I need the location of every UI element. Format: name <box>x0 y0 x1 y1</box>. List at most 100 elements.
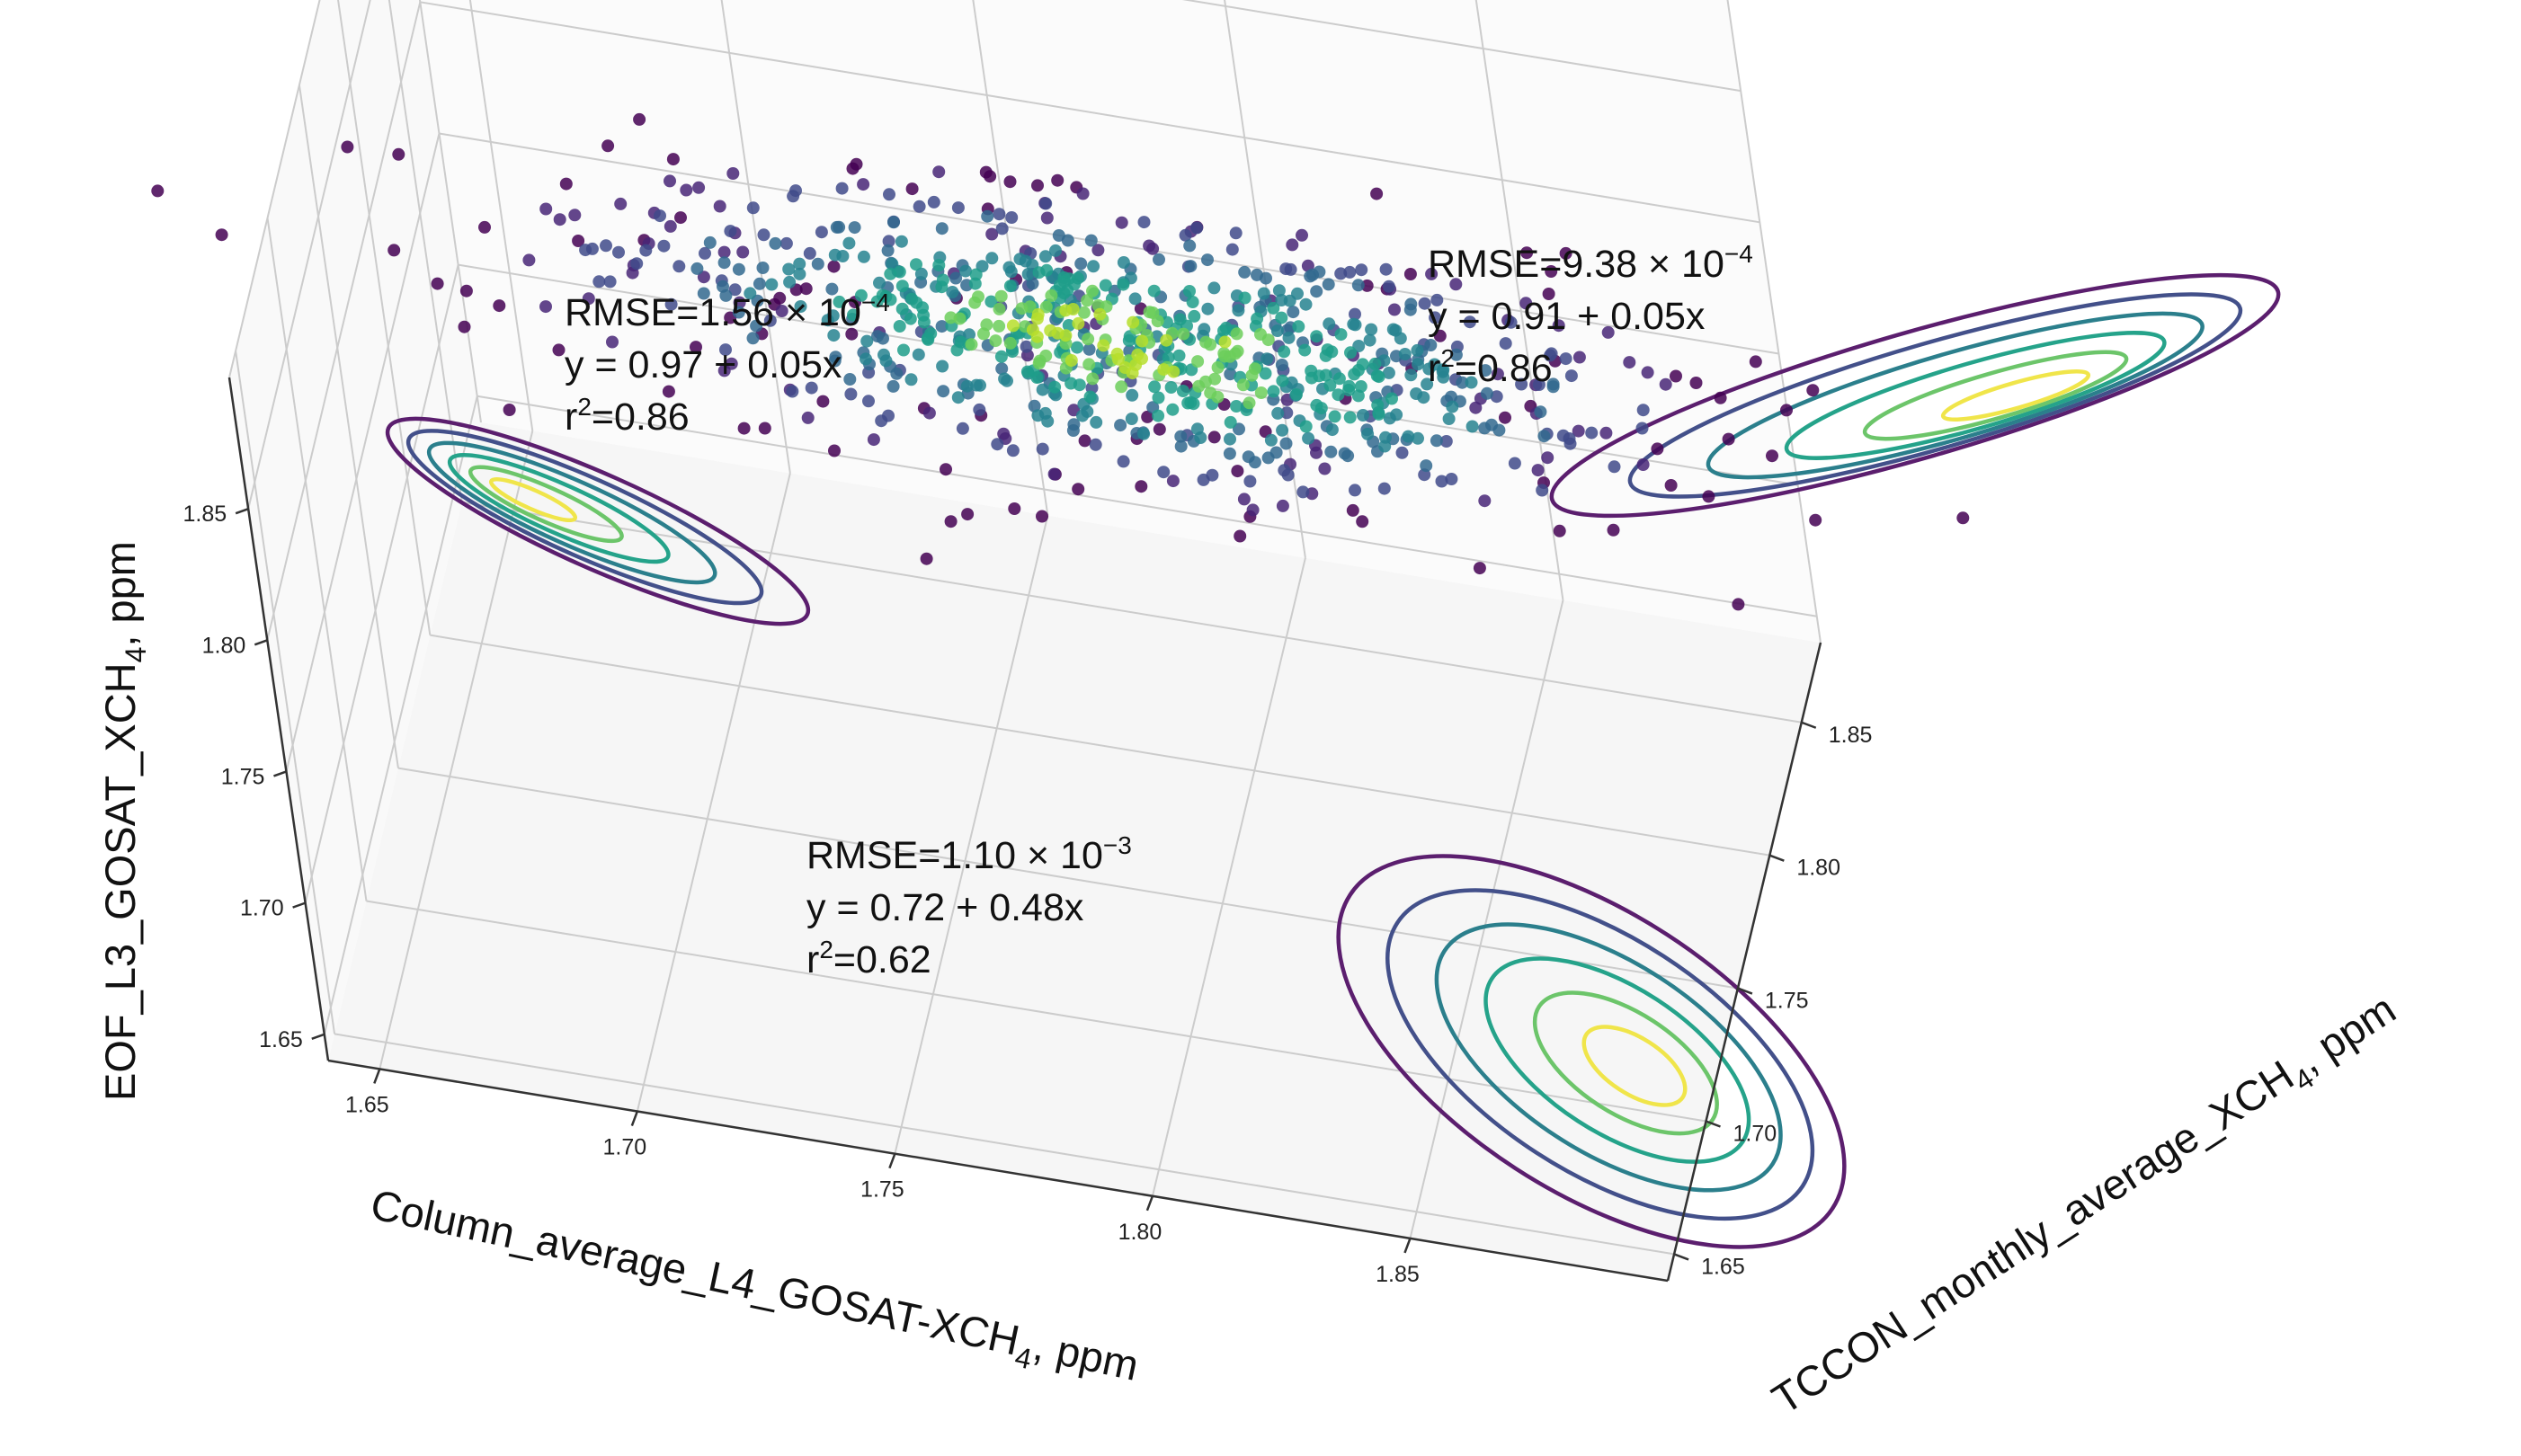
scatter-point <box>1002 261 1016 274</box>
y-tick-label: 1.85 <box>1829 723 1873 748</box>
scatter-point <box>1039 300 1053 314</box>
scatter-point <box>673 260 686 273</box>
contour-level-2 <box>405 429 764 606</box>
x-tick-label: 1.75 <box>860 1177 904 1203</box>
annotation-back-wall: RMSE=9.38 × 10−4 y = 0.91 + 0.05x r2=0.8… <box>1428 240 1753 390</box>
scatter-point <box>1040 211 1054 225</box>
x-tick-label: 1.65 <box>345 1092 389 1117</box>
contour-level-2 <box>1385 888 1815 1221</box>
scatter-point <box>493 299 506 313</box>
scatter-point <box>1201 302 1215 315</box>
scatter-point <box>612 245 625 259</box>
scatter-point <box>1090 415 1103 429</box>
scatter-point <box>392 147 405 161</box>
scatter-point <box>1722 432 1735 446</box>
scatter-point <box>981 209 994 223</box>
scatter-point <box>1086 284 1099 297</box>
scatter-point <box>1275 311 1288 324</box>
scatter-point <box>1368 357 1382 370</box>
scatter-point <box>1267 301 1280 315</box>
scatter-point <box>1412 358 1424 371</box>
scatter-point <box>1174 439 1188 453</box>
contour-level-1 <box>1336 854 1847 1249</box>
scatter-point <box>1433 329 1447 342</box>
scatter-point <box>1039 349 1053 362</box>
scatter-point <box>914 267 928 280</box>
scatter-point <box>954 335 967 349</box>
scatter-point <box>703 235 717 249</box>
scatter-point <box>582 292 595 306</box>
scatter-point <box>1257 287 1270 300</box>
scatter-point <box>1146 306 1160 319</box>
contour-level-6 <box>1940 368 2091 422</box>
y-tick-mark <box>1768 854 1785 862</box>
grid-x-floor <box>894 515 1049 1154</box>
scatter-point <box>769 236 782 250</box>
scatter-point <box>1332 388 1345 402</box>
scatter-point <box>1152 391 1165 404</box>
grid-x-floor <box>379 431 534 1070</box>
scatter-point <box>1099 279 1112 292</box>
scatter-point <box>553 213 566 226</box>
scatter-point <box>843 373 857 386</box>
scatter-point <box>1276 423 1289 437</box>
scatter-point <box>932 165 946 179</box>
scatter-point <box>893 265 906 279</box>
scatter-point <box>969 268 983 281</box>
pane-edge <box>418 0 482 423</box>
scatter-point <box>991 438 1004 451</box>
scatter-point <box>1020 340 1033 353</box>
scatter-point <box>1089 438 1102 451</box>
scatter-point <box>1115 380 1128 394</box>
scatter-point <box>1480 386 1493 400</box>
scatter-points <box>151 112 1970 611</box>
contour-level-4 <box>1784 331 2167 460</box>
contour-level-1 <box>1549 272 2281 519</box>
scatter-point <box>842 236 856 250</box>
scatter-point <box>1044 324 1057 337</box>
scatter-point <box>1068 278 1081 291</box>
scatter-point <box>836 250 850 262</box>
scatter-point <box>1160 333 1173 347</box>
scatter-point <box>478 220 491 234</box>
scatter-point <box>1445 473 1458 485</box>
scatter-point <box>1036 510 1048 523</box>
x-tick-mark <box>630 1111 639 1126</box>
y-axis-title: TCCON_monthly_average_XCH4, ppm <box>1764 984 2404 1423</box>
scatter-point <box>782 262 796 276</box>
scatter-point <box>1198 323 1211 336</box>
scatter-point <box>1229 226 1243 240</box>
scatter-point <box>956 422 969 435</box>
scatter-point <box>1321 343 1334 357</box>
scatter-point <box>1279 262 1293 276</box>
scatter-point <box>1062 319 1075 332</box>
scatter-point <box>1276 499 1289 512</box>
equation-floor: y = 0.72 + 0.48x <box>806 886 1084 929</box>
scatter-point <box>1059 304 1073 317</box>
scatter-point <box>1302 431 1315 445</box>
scatter-point <box>630 257 644 271</box>
scatter-point <box>458 320 471 333</box>
scatter-point <box>1136 352 1148 365</box>
scatter-point <box>1310 330 1323 343</box>
scatter-point <box>895 280 909 293</box>
scatter-point <box>1183 239 1197 253</box>
y-tick-mark <box>1737 987 1753 995</box>
scatter-point <box>1030 312 1044 325</box>
scatter-point <box>680 183 693 197</box>
scatter-point <box>927 195 940 209</box>
scatter-point <box>801 411 815 424</box>
scatter-point <box>1445 390 1457 404</box>
scatter-point <box>1065 354 1078 367</box>
scatter-point <box>1276 374 1289 387</box>
scatter-point <box>1242 450 1255 464</box>
scatter-point <box>1449 348 1463 361</box>
axis-lines <box>227 377 1822 1283</box>
scatter-point <box>1325 423 1339 437</box>
grid-y-left <box>266 218 368 901</box>
scatter-point <box>1072 316 1085 330</box>
scatter-point <box>1005 211 1019 224</box>
x-tick-mark <box>1145 1195 1154 1212</box>
scatter-point <box>884 267 897 280</box>
